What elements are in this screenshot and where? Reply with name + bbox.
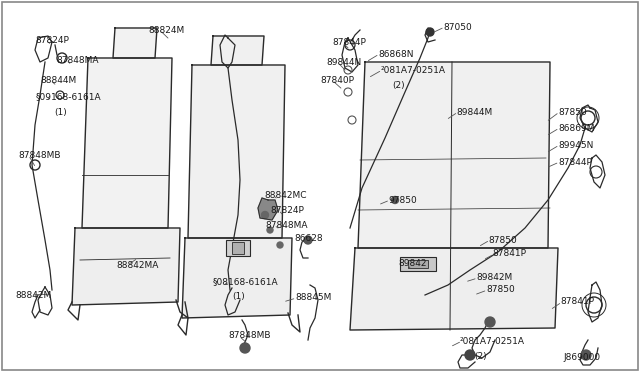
- Circle shape: [581, 350, 591, 360]
- Circle shape: [392, 196, 399, 203]
- Text: 87840P: 87840P: [320, 76, 354, 84]
- Text: §09168-6161A: §09168-6161A: [36, 93, 102, 102]
- Polygon shape: [211, 36, 264, 65]
- Text: 87844P: 87844P: [332, 38, 366, 46]
- Text: (2): (2): [474, 352, 486, 360]
- Text: 87848MB: 87848MB: [18, 151, 61, 160]
- Text: 97850: 97850: [388, 196, 417, 205]
- Text: 87848MA: 87848MA: [265, 221, 307, 230]
- Circle shape: [262, 212, 269, 218]
- Bar: [226, 240, 250, 256]
- Text: 86868N: 86868N: [378, 49, 413, 58]
- Circle shape: [485, 317, 495, 327]
- Text: §08168-6161A: §08168-6161A: [213, 278, 278, 286]
- Text: 88842MA: 88842MA: [116, 260, 158, 269]
- Bar: [408, 260, 428, 268]
- Text: 87841P: 87841P: [492, 250, 526, 259]
- Text: 87850: 87850: [488, 235, 516, 244]
- Text: 87848MA: 87848MA: [56, 55, 99, 64]
- Text: 88845M: 88845M: [295, 294, 332, 302]
- Polygon shape: [358, 62, 550, 248]
- Text: 87844P: 87844P: [558, 157, 592, 167]
- Text: 87824P: 87824P: [270, 205, 304, 215]
- Text: 88842MC: 88842MC: [264, 190, 307, 199]
- Text: 89844N: 89844N: [326, 58, 361, 67]
- Polygon shape: [113, 28, 157, 58]
- Text: ²081A7-0251A: ²081A7-0251A: [381, 65, 446, 74]
- Text: 87841P: 87841P: [560, 298, 594, 307]
- Polygon shape: [188, 65, 285, 238]
- Text: 88824M: 88824M: [148, 26, 184, 35]
- Polygon shape: [350, 248, 558, 330]
- Text: 87850: 87850: [558, 108, 587, 116]
- Circle shape: [465, 350, 475, 360]
- Text: ²081A7-0251A: ²081A7-0251A: [460, 337, 525, 346]
- Circle shape: [304, 236, 312, 244]
- Bar: [232, 242, 244, 254]
- Text: 87050: 87050: [443, 22, 472, 32]
- Text: (1): (1): [232, 292, 244, 301]
- Text: 86869M: 86869M: [558, 124, 595, 132]
- Text: (2): (2): [392, 80, 404, 90]
- Text: (1): (1): [54, 108, 67, 116]
- Text: 89842M: 89842M: [476, 273, 512, 282]
- Circle shape: [240, 343, 250, 353]
- Text: 87824P: 87824P: [35, 35, 69, 45]
- Text: 86628: 86628: [294, 234, 323, 243]
- Text: 87850: 87850: [486, 285, 515, 295]
- Circle shape: [277, 242, 283, 248]
- Text: 89945N: 89945N: [558, 141, 593, 150]
- Text: 89842: 89842: [398, 260, 426, 269]
- Text: 87848MB: 87848MB: [228, 331, 271, 340]
- Polygon shape: [182, 238, 292, 318]
- Text: 88842M: 88842M: [15, 291, 51, 299]
- Polygon shape: [258, 198, 278, 220]
- Text: 89844M: 89844M: [456, 108, 492, 116]
- Bar: [400, 257, 436, 271]
- Circle shape: [426, 28, 434, 36]
- Polygon shape: [72, 228, 180, 305]
- Text: 88844M: 88844M: [40, 76, 76, 84]
- Polygon shape: [82, 58, 172, 228]
- Text: J869000: J869000: [563, 353, 600, 362]
- Circle shape: [267, 227, 273, 233]
